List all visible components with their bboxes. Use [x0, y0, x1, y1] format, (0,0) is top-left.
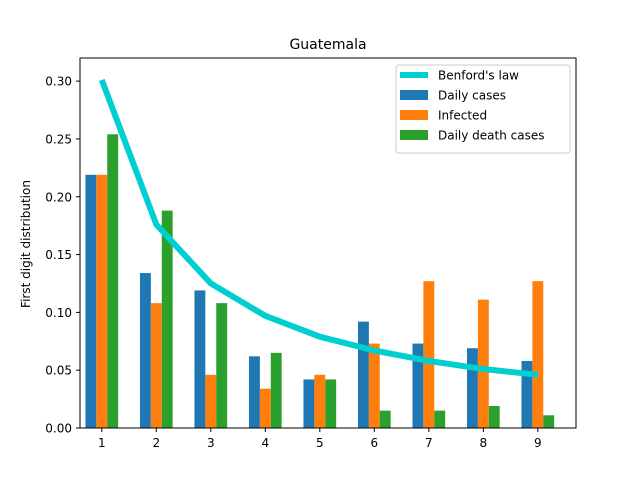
bar-infected-7	[423, 281, 435, 428]
bar-infected-8	[477, 299, 489, 428]
x-tick-label-6: 6	[371, 436, 379, 450]
x-tick-label-2: 2	[152, 436, 160, 450]
bar-daily-death-cases-6	[379, 410, 391, 428]
x-tick-label-7: 7	[425, 436, 433, 450]
legend-label-daily-death-cases: Daily death cases	[438, 129, 545, 143]
legend-swatch-daily-cases	[400, 90, 428, 100]
y-tick-label-0.00: 0.00	[45, 422, 72, 436]
bar-daily-cases-4	[248, 356, 260, 428]
bar-daily-death-cases-7	[434, 410, 446, 428]
bar-infected-9	[532, 281, 544, 428]
y-tick-label-0.25: 0.25	[45, 132, 72, 146]
bar-daily-cases-5	[303, 379, 315, 428]
bar-daily-cases-7	[412, 343, 424, 428]
bar-daily-death-cases-8	[488, 406, 500, 428]
y-tick-label-0.10: 0.10	[45, 306, 72, 320]
x-tick-label-9: 9	[534, 436, 542, 450]
bar-daily-cases-9	[521, 360, 533, 428]
bar-infected-6	[368, 343, 380, 428]
legend-label-infected: Infected	[438, 109, 487, 123]
x-tick-label-5: 5	[316, 436, 324, 450]
bar-daily-cases-1	[85, 174, 97, 428]
y-tick-label-0.15: 0.15	[45, 248, 72, 262]
bar-infected-2	[150, 303, 162, 429]
bar-daily-cases-2	[139, 273, 151, 428]
bar-infected-4	[259, 388, 271, 428]
y-axis-label: First digit distribution	[19, 180, 33, 308]
bar-daily-death-cases-9	[543, 415, 555, 428]
bar-infected-5	[314, 374, 326, 428]
legend: Benford's law Daily cases Infected Daily de…	[395, 64, 571, 154]
x-tick-label-3: 3	[207, 436, 215, 450]
bar-daily-cases-3	[194, 290, 206, 428]
bar-daily-cases-6	[357, 321, 369, 429]
x-axis: 1 2 3 4 5 6 7 8 9	[98, 428, 542, 450]
y-tick-label-0.20: 0.20	[45, 190, 72, 204]
bar-daily-death-cases-1	[107, 134, 119, 428]
benford-line	[98, 78, 539, 378]
chart-title: Guatemala	[289, 37, 366, 53]
legend-label-benford-s-law: Benford's law	[438, 69, 519, 83]
bar-daily-death-cases-3	[216, 303, 228, 429]
axes-frame	[79, 57, 577, 429]
bar-daily-death-cases-5	[325, 379, 337, 428]
legend-box	[395, 64, 571, 154]
bars-layer	[85, 134, 555, 429]
bar-infected-3	[205, 374, 217, 428]
bar-infected-1	[96, 174, 108, 428]
x-tick-label-8: 8	[480, 436, 488, 450]
bar-daily-death-cases-4	[270, 352, 282, 428]
bar-daily-death-cases-2	[161, 210, 173, 429]
x-tick-label-1: 1	[98, 436, 106, 450]
benford-line-layer	[98, 78, 539, 378]
legend-swatch-infected	[400, 110, 428, 120]
legend-swatch-daily-death-cases	[400, 130, 428, 140]
y-axis: 0.00 0.05 0.10 0.15 0.20 0.25 0.30	[45, 75, 80, 436]
bar-daily-cases-8	[466, 348, 478, 428]
y-tick-label-0.30: 0.30	[45, 75, 72, 89]
y-tick-label-0.05: 0.05	[45, 364, 72, 378]
legend-label-daily-cases: Daily cases	[438, 89, 506, 103]
x-tick-label-4: 4	[261, 436, 269, 450]
